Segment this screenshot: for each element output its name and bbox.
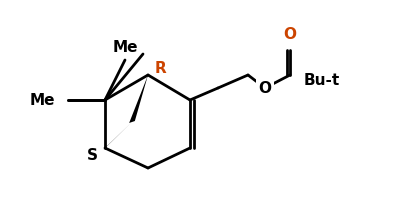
Text: S: S [87, 148, 98, 163]
Polygon shape [103, 122, 132, 150]
Text: Me: Me [29, 93, 55, 108]
Text: Me: Me [112, 40, 138, 55]
Polygon shape [129, 75, 148, 123]
Text: O: O [258, 81, 271, 96]
Text: Bu-t: Bu-t [304, 72, 340, 87]
Text: O: O [284, 27, 297, 42]
Text: R: R [155, 60, 167, 75]
